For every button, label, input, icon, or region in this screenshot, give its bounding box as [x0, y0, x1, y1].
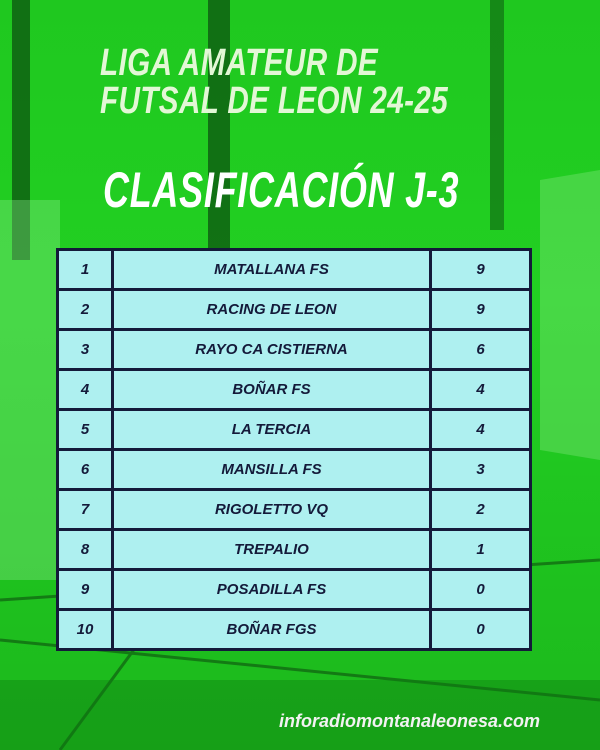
table-row: 1 MATALLANA FS 9 [56, 248, 532, 291]
position-cell: 5 [56, 408, 114, 451]
table-row: 4 BOÑAR FS 4 [56, 368, 532, 411]
position-cell: 8 [56, 528, 114, 571]
points-cell: 0 [429, 608, 532, 651]
points-cell: 4 [429, 368, 532, 411]
points-cell: 9 [429, 248, 532, 291]
team-cell: POSADILLA FS [111, 568, 432, 611]
points-cell: 9 [429, 288, 532, 331]
points-cell: 3 [429, 448, 532, 491]
team-cell: RACING DE LEON [111, 288, 432, 331]
league-title: LIGA AMATEUR DE FUTSAL DE LEON 24-25 [100, 44, 448, 120]
team-cell: MATALLANA FS [111, 248, 432, 291]
position-cell: 4 [56, 368, 114, 411]
position-cell: 2 [56, 288, 114, 331]
table-row: 9 POSADILLA FS 0 [56, 568, 532, 611]
points-cell: 0 [429, 568, 532, 611]
points-cell: 4 [429, 408, 532, 451]
position-cell: 1 [56, 248, 114, 291]
table-row: 10 BOÑAR FGS 0 [56, 608, 532, 651]
table-row: 3 RAYO CA CISTIERNA 6 [56, 328, 532, 371]
position-cell: 3 [56, 328, 114, 371]
standings-table: 1 MATALLANA FS 9 2 RACING DE LEON 9 3 RAYO CA C… [56, 248, 532, 651]
team-cell: RAYO CA CISTIERNA [111, 328, 432, 371]
team-cell: LA TERCIA [111, 408, 432, 451]
team-cell: BOÑAR FS [111, 368, 432, 411]
table-row: 6 MANSILLA FS 3 [56, 448, 532, 491]
table-row: 7 RIGOLETTO VQ 2 [56, 488, 532, 531]
title-line-2: FUTSAL DE LEON 24-25 [100, 80, 449, 122]
points-cell: 2 [429, 488, 532, 531]
position-cell: 10 [56, 608, 114, 651]
points-cell: 1 [429, 528, 532, 571]
position-cell: 7 [56, 488, 114, 531]
position-cell: 9 [56, 568, 114, 611]
title-line-1: LIGA AMATEUR DE [100, 42, 379, 84]
standings-subtitle: CLASIFICACIÓN J-3 [103, 162, 460, 218]
team-cell: TREPALIO [111, 528, 432, 571]
website-link: inforadiomontanaleonesa.com [278, 711, 540, 731]
team-cell: MANSILLA FS [111, 448, 432, 491]
points-cell: 6 [429, 328, 532, 371]
table-row: 2 RACING DE LEON 9 [56, 288, 532, 331]
table-row: 8 TREPALIO 1 [56, 528, 532, 571]
table-row: 5 LA TERCIA 4 [56, 408, 532, 451]
position-cell: 6 [56, 448, 114, 491]
team-cell: BOÑAR FGS [111, 608, 432, 651]
team-cell: RIGOLETTO VQ [111, 488, 432, 531]
